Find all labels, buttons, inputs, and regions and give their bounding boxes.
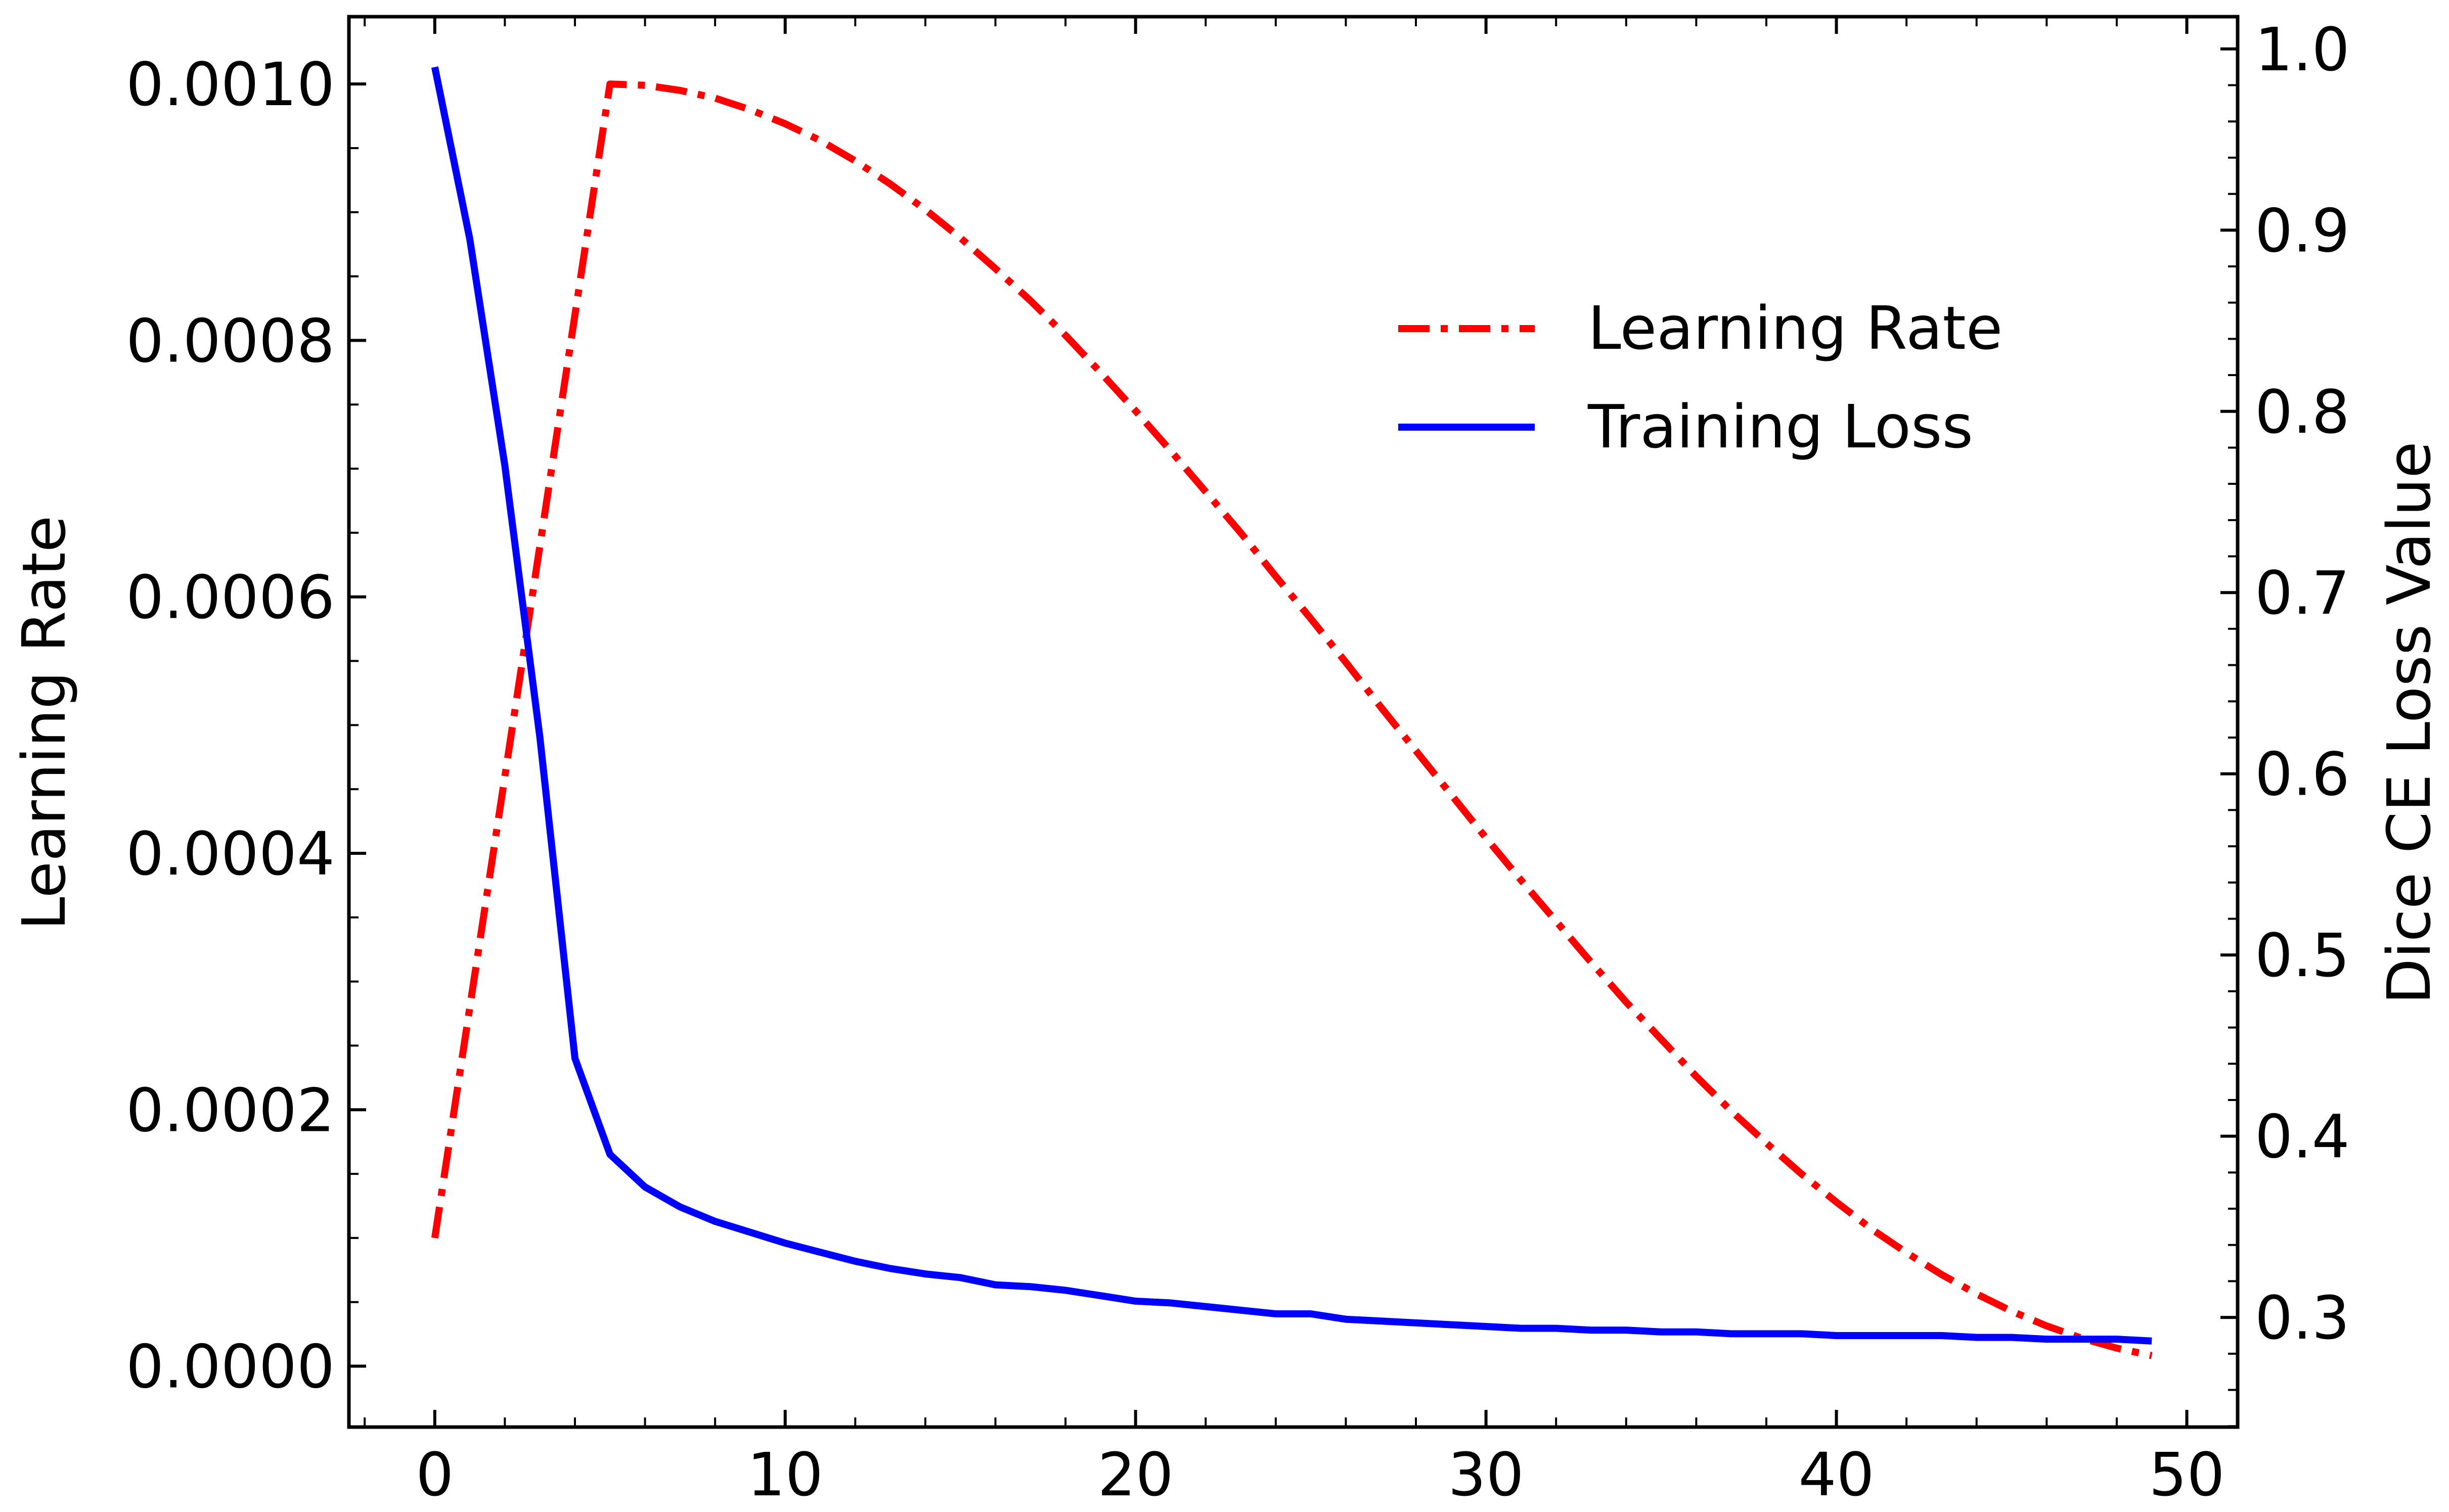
x-tick-label: 50 (2149, 1440, 2224, 1509)
tick-marks (349, 17, 2238, 1428)
plot-frame (347, 15, 2240, 1429)
y-right-tick-label: 1.0 (2255, 15, 2350, 84)
y-left-tick-label: 0.0004 (126, 819, 335, 889)
y-left-tick-label: 0.0002 (126, 1075, 335, 1145)
legend: Learning Rate Training Loss (1398, 293, 2002, 462)
y-left-tick-label: 0.0008 (126, 306, 335, 376)
y-left-tick-label: 0.0006 (126, 563, 335, 632)
y-right-tick-label: 0.8 (2255, 377, 2350, 447)
x-tick-label: 40 (1798, 1440, 1874, 1509)
y-right-tick-label: 0.6 (2255, 740, 2350, 809)
legend-label-training-loss: Training Loss (1587, 392, 1973, 462)
legend-label-learning-rate: Learning Rate (1588, 293, 2002, 363)
series-layer (431, 66, 2153, 1359)
x-tick-label: 20 (1098, 1440, 1174, 1509)
y-left-tick-label: 0.0000 (126, 1332, 335, 1402)
y-right-tick-label: 0.7 (2255, 558, 2350, 628)
y-right-tick-label: 0.9 (2255, 196, 2350, 265)
y-left-tick-label: 0.0010 (126, 50, 335, 119)
y-axis-left-title: Learning Rate (9, 516, 79, 930)
series-training-loss (431, 66, 2152, 1345)
x-tick-label: 10 (747, 1440, 823, 1509)
y-right-tick-label: 0.4 (2255, 1102, 2350, 1172)
x-tick-label: 0 (416, 1440, 454, 1509)
y-axis-right-title: Dice CE Loss Value (2374, 441, 2444, 1004)
y-right-tick-label: 0.3 (2255, 1283, 2350, 1353)
series-learning-rate (431, 80, 2153, 1359)
x-tick-label: 30 (1448, 1440, 1524, 1509)
y-right-tick-label: 0.5 (2255, 921, 2350, 990)
tick-labels: 0 10 20 30 40 50 0.0000 0.0002 0.0004 0.0006 0.000… (126, 15, 2350, 1509)
